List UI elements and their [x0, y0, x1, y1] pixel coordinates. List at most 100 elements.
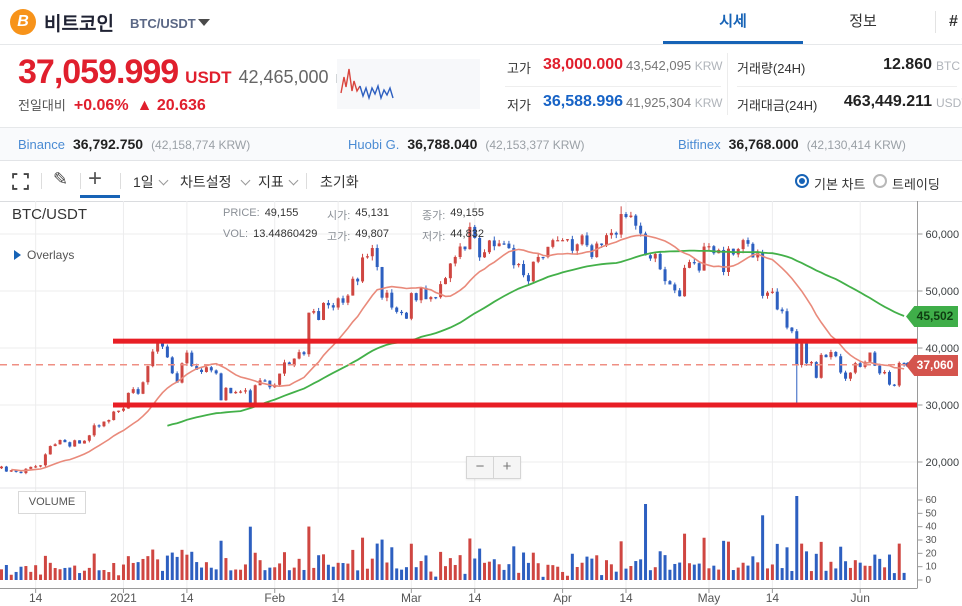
volume-bar[interactable] — [556, 566, 560, 580]
volume-bar[interactable] — [258, 560, 262, 580]
candle-body[interactable] — [687, 262, 691, 268]
candle-body[interactable] — [190, 352, 194, 367]
candle-body[interactable] — [180, 363, 184, 383]
candle-body[interactable] — [595, 243, 599, 258]
volume-bar[interactable] — [24, 566, 28, 580]
volume-bar[interactable] — [790, 571, 794, 580]
candle-body[interactable] — [419, 287, 423, 301]
candle-body[interactable] — [775, 291, 779, 310]
candle-body[interactable] — [883, 371, 887, 374]
candle-body[interactable] — [892, 384, 896, 386]
candle-body[interactable] — [668, 281, 672, 285]
volume-bar[interactable] — [580, 562, 584, 580]
candle-body[interactable] — [239, 391, 243, 393]
candle-body[interactable] — [434, 297, 438, 299]
candle-body[interactable] — [726, 248, 730, 273]
volume-bar[interactable] — [653, 567, 657, 580]
candle-body[interactable] — [390, 292, 394, 308]
tab-partial[interactable]: # — [949, 13, 958, 30]
volume-bar[interactable] — [414, 567, 418, 580]
volume-bar[interactable] — [443, 566, 447, 580]
candle-body[interactable] — [805, 343, 809, 364]
volume-bar[interactable] — [219, 540, 223, 580]
candle-body[interactable] — [102, 421, 106, 427]
candle-body[interactable] — [522, 263, 526, 276]
volume-bar[interactable] — [390, 547, 394, 580]
volume-bar[interactable] — [73, 565, 77, 580]
candle-body[interactable] — [770, 291, 774, 293]
candle-body[interactable] — [531, 261, 535, 282]
volume-bar[interactable] — [780, 568, 784, 580]
candle-body[interactable] — [678, 290, 682, 297]
candle-body[interactable] — [263, 380, 267, 382]
candle-body[interactable] — [814, 362, 818, 378]
candle-body[interactable] — [683, 267, 687, 297]
candle-body[interactable] — [341, 298, 345, 303]
candle-body[interactable] — [517, 263, 521, 266]
volume-bar[interactable] — [487, 561, 491, 580]
volume-bar[interactable] — [834, 568, 838, 580]
candle-body[interactable] — [165, 346, 169, 358]
candle-body[interactable] — [741, 240, 745, 250]
candle-body[interactable] — [541, 256, 545, 259]
volume-bar[interactable] — [775, 543, 779, 580]
exchange-name[interactable]: Huobi G. — [348, 137, 400, 152]
volume-bar[interactable] — [878, 558, 882, 580]
candle-body[interactable] — [556, 240, 560, 242]
candle-body[interactable] — [356, 278, 360, 282]
volume-bar[interactable] — [243, 564, 247, 580]
candle-body[interactable] — [614, 232, 618, 235]
volume-bar[interactable] — [248, 526, 252, 580]
volume-bar[interactable] — [419, 561, 423, 580]
volume-bar[interactable] — [429, 571, 433, 580]
volume-bar[interactable] — [68, 567, 72, 580]
volume-bar[interactable] — [848, 567, 852, 580]
volume-bar[interactable] — [14, 571, 18, 580]
volume-bar[interactable] — [292, 567, 296, 580]
candle-body[interactable] — [4, 466, 8, 472]
candle-body[interactable] — [43, 454, 47, 466]
candle-body[interactable] — [385, 292, 389, 298]
radio-basic-chart[interactable] — [795, 174, 809, 188]
volume-bar[interactable] — [717, 569, 721, 580]
volume-bar[interactable] — [526, 562, 530, 580]
candle-body[interactable] — [161, 343, 165, 347]
volume-bar[interactable] — [239, 569, 243, 580]
candle-body[interactable] — [673, 284, 677, 291]
volume-bar[interactable] — [561, 571, 565, 580]
volume-bar[interactable] — [185, 554, 189, 580]
volume-bar[interactable] — [478, 548, 482, 580]
candle-body[interactable] — [502, 243, 506, 245]
candle-body[interactable] — [0, 466, 3, 469]
volume-bar[interactable] — [678, 562, 682, 580]
candle-body[interactable] — [448, 263, 452, 279]
candle-body[interactable] — [644, 233, 648, 256]
volume-bar[interactable] — [648, 570, 652, 580]
candle-body[interactable] — [326, 302, 330, 306]
candle-body[interactable] — [361, 257, 365, 282]
candle-body[interactable] — [53, 444, 57, 447]
candle-body[interactable] — [834, 352, 838, 357]
volume-bar[interactable] — [483, 562, 487, 580]
volume-bar[interactable] — [585, 556, 589, 580]
candle-body[interactable] — [663, 269, 667, 282]
zoom-in-button[interactable]: + — [494, 456, 521, 479]
candle-body[interactable] — [151, 351, 155, 367]
volume-bar[interactable] — [302, 569, 306, 580]
volume-bar[interactable] — [492, 559, 496, 580]
volume-bar[interactable] — [336, 562, 340, 580]
volume-bar[interactable] — [136, 562, 140, 580]
volume-bar[interactable] — [165, 555, 169, 580]
volume-bar[interactable] — [619, 541, 623, 580]
volume-bar[interactable] — [307, 526, 311, 580]
candle-body[interactable] — [609, 232, 613, 236]
candle-body[interactable] — [370, 248, 374, 257]
candle-body[interactable] — [483, 252, 487, 258]
candle-body[interactable] — [185, 352, 189, 364]
volume-bar[interactable] — [853, 560, 857, 580]
candle-body[interactable] — [439, 284, 443, 298]
candle-body[interactable] — [146, 366, 150, 383]
volume-bar[interactable] — [0, 569, 3, 580]
volume-bar[interactable] — [209, 567, 213, 580]
volume-bar[interactable] — [204, 562, 208, 580]
